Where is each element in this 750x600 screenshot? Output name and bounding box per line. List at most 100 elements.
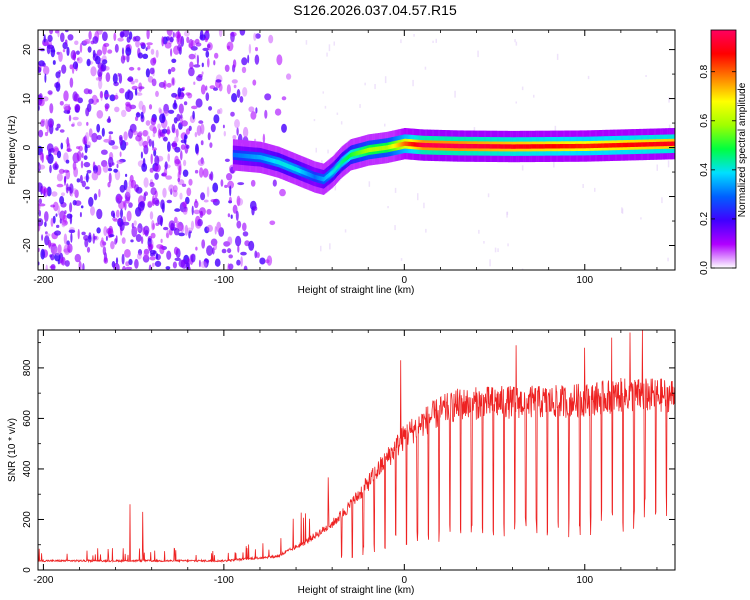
spectrogram-noise-mark: [227, 263, 230, 270]
spectrogram-noise-mark: [640, 217, 642, 220]
spectrogram-ridge-cell: [653, 142, 655, 147]
spectrogram-ridge-cell: [417, 142, 419, 147]
spectrogram-noise-mark: [38, 202, 41, 212]
spectrogram-ridge-cell: [252, 154, 254, 159]
spectrogram-noise-mark: [209, 142, 213, 149]
spectrogram-ridge-cell: [257, 154, 260, 160]
spectrogram-noise-mark: [184, 224, 189, 236]
spectrogram-ridge-cell: [275, 159, 277, 164]
spectrogram-ridge-cell: [594, 143, 596, 148]
spectrogram-noise-mark: [70, 50, 77, 60]
spectrogram-ridge-cell: [496, 144, 498, 149]
spectrogram-ridge-cell: [297, 168, 300, 173]
spectrogram-noise-mark: [187, 92, 193, 99]
spectrogram-noise-mark: [126, 210, 132, 222]
spectrogram-noise-mark: [63, 103, 70, 111]
spectrogram-ridge-cell: [649, 142, 651, 147]
spectrogram-ridge-cell: [641, 142, 643, 147]
spectrogram-ridge-cell: [406, 141, 408, 146]
spectrogram-noise-mark: [152, 132, 156, 138]
spectrogram-noise-mark: [43, 65, 50, 75]
spectrogram-noise-mark: [49, 120, 53, 128]
spectrogram-noise-mark: [84, 238, 89, 248]
spectrogram-noise-mark: [207, 57, 210, 68]
x-tick-label: 0: [402, 275, 408, 286]
spectrogram-ridge-cell: [618, 143, 620, 148]
spectrogram-ridge-cell: [245, 153, 248, 159]
spectrogram-noise-mark: [211, 247, 215, 255]
spectrogram-ridge-cell: [439, 143, 441, 148]
spectrogram-noise-mark: [167, 141, 171, 152]
spectrogram-noise-mark: [188, 178, 193, 186]
spectrogram-ridge-cell: [270, 158, 273, 163]
spectrogram-ridge-cell: [304, 170, 306, 176]
spectrogram-noise-mark: [57, 76, 60, 84]
spectrogram-ridge-cell: [295, 167, 297, 172]
spectrogram-noise-mark: [128, 258, 133, 266]
spectrogram-noise-mark: [487, 193, 490, 198]
spectrogram-noise-mark: [206, 186, 210, 198]
spectrogram-noise-mark: [42, 41, 50, 46]
spectrogram-noise-mark: [276, 54, 283, 66]
spectrogram-noise-mark: [66, 110, 70, 114]
spectrogram-noise-mark: [207, 132, 211, 141]
spectrogram-noise-mark: [45, 154, 49, 160]
spectrogram-noise-mark: [196, 125, 202, 136]
spectrogram-ridge-cell: [485, 144, 487, 149]
spectrogram-ridge-cell: [623, 142, 626, 148]
spectrogram-noise-mark: [497, 248, 499, 252]
spectrogram-ridge-cell: [324, 175, 327, 181]
spectrogram-noise-mark: [58, 168, 65, 174]
snr-ticks: -200 -100 0 100 0 200 400 600 800: [22, 330, 675, 586]
spectrogram-ridge-cell: [412, 142, 414, 147]
spectrogram-noise-mark: [154, 155, 160, 167]
spectrogram-noise-mark: [186, 187, 192, 197]
spectrogram-noise-mark: [43, 34, 46, 44]
spectrogram-noise-mark: [191, 105, 198, 110]
spectrogram-ridge-cell: [262, 155, 264, 161]
spectrogram-noise-mark: [264, 109, 268, 119]
spectrogram-noise-mark: [130, 80, 135, 85]
spectrogram-noise-mark: [387, 206, 389, 209]
spectrogram-ridge-cell: [274, 159, 276, 164]
spectrogram-noise-mark: [154, 172, 159, 180]
spectrogram-noise-mark: [161, 202, 165, 213]
spectrogram-noise-mark: [59, 196, 65, 205]
spectrogram-marks: [38, 30, 675, 270]
spectrogram-noise-mark: [71, 123, 75, 127]
spectrogram-ridge-cell: [442, 143, 445, 148]
spectrogram-noise-mark: [77, 121, 82, 127]
spectrogram-noise-mark: [103, 226, 108, 237]
spectrogram-noise-mark: [250, 179, 256, 187]
colorbar: 0.0 0.2 0.4 0.6 0.8 Normalized spectral ampl…: [699, 29, 748, 275]
x-tick-label: -200: [33, 575, 53, 586]
spectrogram-ridge-cell: [292, 165, 294, 171]
spectrogram-ridge-cell: [380, 146, 382, 151]
spectrogram-noise-mark: [224, 158, 230, 162]
spectrogram-ridge-cell: [537, 144, 539, 149]
spectrogram-noise-mark: [227, 213, 231, 218]
spectrogram-noise-mark: [76, 151, 82, 162]
spectrogram-ridge-cell: [397, 142, 399, 148]
spectrogram-noise-mark: [56, 123, 61, 129]
spectrogram-noise-mark: [55, 71, 61, 79]
spectrogram-noise-mark: [54, 165, 58, 169]
spectrogram-noise-mark: [514, 39, 516, 43]
spectrogram-noise-mark: [123, 179, 128, 191]
spectrogram-noise-mark: [104, 105, 109, 112]
spectrogram-ridge-cell: [383, 145, 385, 151]
spectrogram-ridge-cell: [586, 143, 589, 149]
colorbar-tick-label: 0.2: [699, 212, 710, 226]
spectrogram-noise-mark: [207, 42, 213, 51]
spectrogram-ridge-cell: [235, 152, 237, 158]
spectrogram-noise-mark: [147, 243, 154, 250]
spectrogram-noise-mark: [204, 258, 210, 264]
spectrogram-ridge-cell: [673, 141, 675, 146]
spectrogram-ridge-cell: [668, 141, 670, 146]
spectrogram-noise-mark: [320, 245, 322, 252]
spectrogram-noise-mark: [328, 44, 331, 52]
spectrogram-ridge-cell: [278, 160, 280, 165]
spectrogram-noise-mark: [667, 257, 669, 262]
spectrogram-ridge-cell: [434, 143, 436, 148]
spectrogram-ridge-cell: [427, 143, 430, 148]
